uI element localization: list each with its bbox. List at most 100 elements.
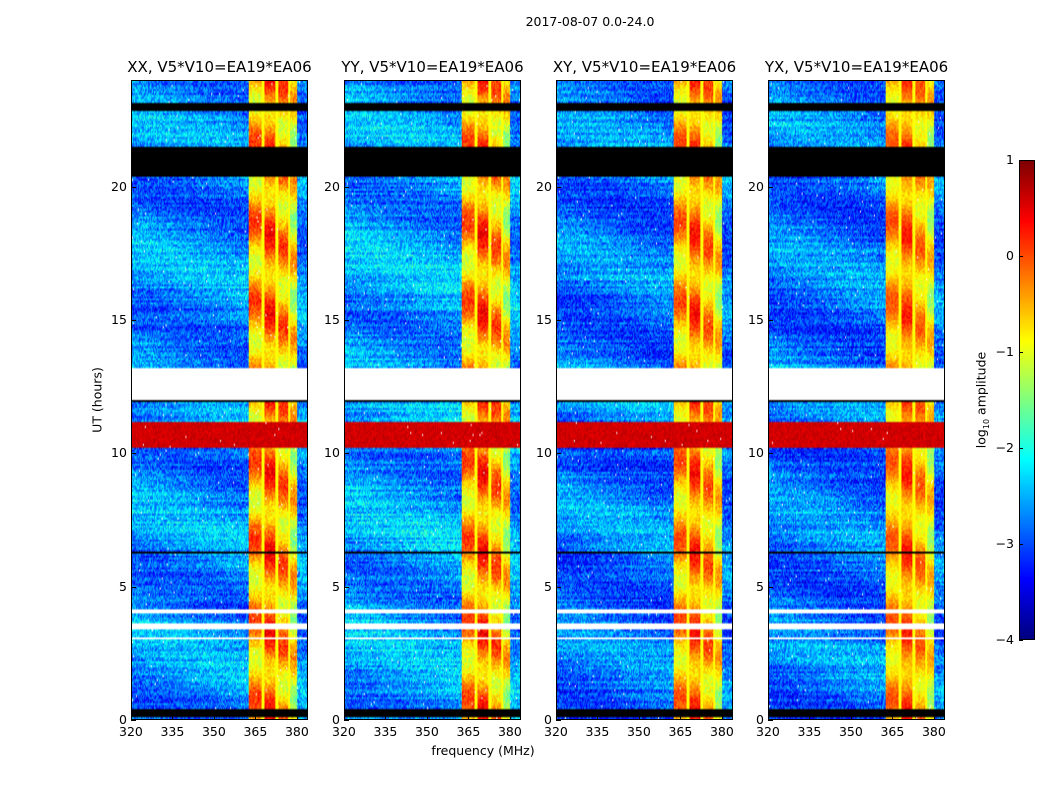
y-tick <box>344 720 349 721</box>
x-tick-label: 335 <box>160 724 185 739</box>
x-tick-label: 350 <box>838 724 863 739</box>
x-tick <box>809 715 811 720</box>
heatmap-image <box>769 81 944 719</box>
x-tick-label: 365 <box>243 724 268 739</box>
colorbar-label-rest: amplitude <box>973 351 989 419</box>
x-tick-label: 320 <box>756 724 780 739</box>
y-tick <box>768 320 773 321</box>
colorbar-tick-label: −1 <box>995 344 1014 359</box>
y-tick-label: 10 <box>748 445 764 461</box>
panel-title: YX, V5*V10=EA19*EA06 <box>764 58 949 76</box>
y-tick-label: 20 <box>111 178 127 194</box>
x-tick-label: 350 <box>414 724 439 739</box>
y-tick <box>556 186 561 188</box>
x-tick <box>468 715 470 720</box>
y-tick-label: 0 <box>756 712 764 727</box>
colorbar-tick <box>1019 448 1023 449</box>
y-tick <box>131 186 136 188</box>
heatmap-panel <box>556 80 733 720</box>
x-axis-label: frequency (MHz) <box>431 743 535 758</box>
x-tick <box>255 715 257 720</box>
y-tick <box>344 320 349 321</box>
x-tick <box>426 715 428 720</box>
x-tick <box>344 715 345 720</box>
y-tick <box>131 320 136 321</box>
colorbar-tick <box>1019 544 1023 545</box>
y-tick <box>131 720 136 721</box>
y-tick <box>768 586 773 588</box>
heatmap-image <box>345 81 520 719</box>
x-tick-label: 380 <box>497 724 522 739</box>
y-tick <box>768 720 773 721</box>
x-tick-label: 365 <box>668 724 693 739</box>
x-tick-label: 335 <box>373 724 398 739</box>
y-tick-label: 0 <box>119 712 127 727</box>
y-tick-label: 0 <box>332 712 340 727</box>
colorbar-label-sub: 10 <box>981 418 991 430</box>
colorbar-label: log10 amplitude <box>973 352 991 448</box>
y-tick-label: 20 <box>324 178 340 194</box>
x-tick <box>213 715 215 720</box>
x-tick <box>172 715 174 720</box>
x-tick <box>680 715 682 720</box>
colorbar-tick-label: −4 <box>995 632 1014 647</box>
x-tick <box>385 715 387 720</box>
x-tick-label: 320 <box>332 724 356 739</box>
y-tick <box>556 453 561 455</box>
x-tick <box>892 715 894 720</box>
y-tick <box>131 453 136 455</box>
y-tick-label: 5 <box>544 578 552 594</box>
y-tick-label: 5 <box>756 578 764 594</box>
y-tick-label: 20 <box>536 178 552 194</box>
x-tick <box>597 715 599 720</box>
y-tick-label: 10 <box>536 445 552 461</box>
y-tick-label: 15 <box>324 312 340 327</box>
x-tick <box>721 715 723 720</box>
y-tick-label: 10 <box>111 445 127 461</box>
y-tick-label: 5 <box>119 578 127 594</box>
y-axis-label: UT (hours) <box>89 367 105 433</box>
heatmap-image <box>132 81 307 719</box>
heatmap-panel <box>131 80 308 720</box>
y-tick-label: 15 <box>748 312 764 327</box>
colorbar-tick-label: 0 <box>1006 248 1014 263</box>
x-tick <box>556 715 557 720</box>
y-tick-label: 0 <box>544 712 552 727</box>
x-tick <box>768 715 769 720</box>
x-tick <box>509 715 511 720</box>
heatmap-panel <box>768 80 945 720</box>
x-tick-label: 320 <box>119 724 143 739</box>
y-tick-label: 15 <box>111 312 127 327</box>
panel-title: XY, V5*V10=EA19*EA06 <box>552 58 737 76</box>
x-tick-label: 335 <box>797 724 822 739</box>
y-tick <box>344 586 349 588</box>
x-tick <box>638 715 640 720</box>
y-tick-label: 15 <box>536 312 552 327</box>
heatmap-image <box>557 81 732 719</box>
colorbar-gradient <box>1020 161 1034 639</box>
colorbar-label-log: log <box>973 429 989 449</box>
x-tick-label: 350 <box>626 724 651 739</box>
panel-title: YY, V5*V10=EA19*EA06 <box>341 58 524 76</box>
y-tick <box>556 720 561 721</box>
colorbar-tick-label: 1 <box>1006 152 1014 167</box>
x-tick-label: 365 <box>456 724 481 739</box>
x-tick <box>933 715 935 720</box>
colorbar-tick-label: −3 <box>995 536 1014 551</box>
y-tick <box>556 586 561 588</box>
x-tick <box>131 715 132 720</box>
y-tick-label: 20 <box>748 178 764 194</box>
x-tick-label: 380 <box>284 724 309 739</box>
x-tick-label: 350 <box>201 724 226 739</box>
y-tick-label: 5 <box>332 578 340 594</box>
panel-title: XX, V5*V10=EA19*EA06 <box>127 58 312 76</box>
y-tick <box>131 586 136 588</box>
y-tick-label: 10 <box>324 445 340 461</box>
colorbar-tick-label: −2 <box>995 440 1014 455</box>
colorbar-tick <box>1019 160 1023 161</box>
x-tick-label: 335 <box>585 724 610 739</box>
colorbar-tick <box>1019 256 1023 257</box>
figure-title: 2017-08-07 0.0-24.0 <box>525 14 655 29</box>
y-tick <box>768 186 773 188</box>
